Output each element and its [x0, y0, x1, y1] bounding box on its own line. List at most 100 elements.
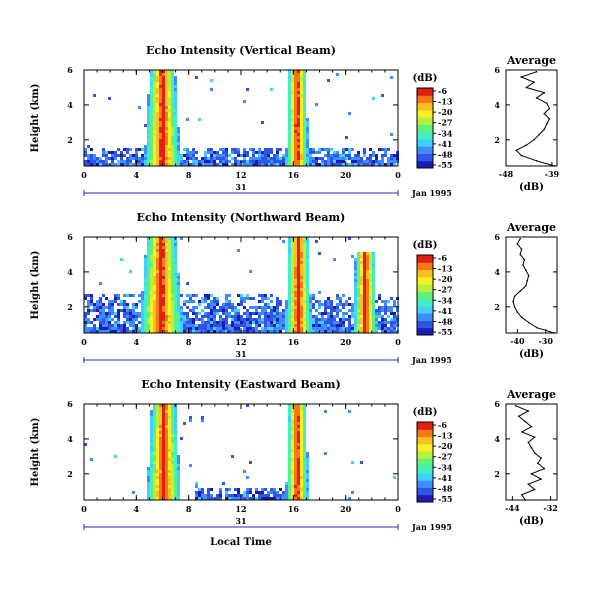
heatmap-cell	[246, 330, 249, 333]
heatmap-cell	[168, 276, 171, 279]
heatmap-cell	[138, 312, 141, 315]
heatmap-cell	[234, 309, 237, 312]
heatmap-cell	[393, 157, 396, 160]
heatmap-cell	[156, 434, 159, 437]
heatmap-cell	[201, 497, 204, 500]
heatmap-cell	[162, 148, 165, 151]
heatmap-cell	[231, 324, 234, 327]
heatmap-cell	[315, 330, 318, 333]
heatmap-cell	[246, 315, 249, 318]
heatmap-cell	[378, 163, 381, 166]
heatmap-cell	[324, 327, 327, 330]
heatmap-cell	[366, 255, 369, 258]
colorbar-segment	[417, 153, 433, 162]
heatmap-cell	[168, 91, 171, 94]
heatmap-cell	[300, 163, 303, 166]
heatmap-cell	[393, 160, 396, 163]
heatmap-cell	[291, 327, 294, 330]
heatmap-cell	[171, 488, 174, 491]
heatmap-cell	[144, 318, 147, 321]
heatmap-cell	[123, 154, 126, 157]
heatmap-cell	[264, 309, 267, 312]
heatmap-cell	[363, 291, 366, 294]
heatmap-cell	[147, 145, 150, 148]
heatmap-cell	[177, 139, 180, 142]
heatmap-cell	[249, 330, 252, 333]
heatmap-cell	[294, 422, 297, 425]
heatmap-cell	[381, 94, 384, 97]
heatmap-cell	[174, 315, 177, 318]
heatmap-cell	[186, 315, 189, 318]
heatmap-cell	[171, 413, 174, 416]
heatmap-cell	[177, 309, 180, 312]
heatmap-cell	[291, 479, 294, 482]
heatmap-cell	[294, 130, 297, 133]
x-tick-label: 0	[81, 504, 87, 514]
heatmap-cell	[285, 491, 288, 494]
heatmap-cell	[267, 303, 270, 306]
heatmap	[84, 70, 399, 166]
heatmap-cell	[363, 294, 366, 297]
average-x-tick-label: -44	[505, 503, 520, 513]
heatmap-cell	[336, 330, 339, 333]
heatmap-cell	[147, 154, 150, 157]
heatmap-cell	[174, 130, 177, 133]
heatmap-cell	[324, 330, 327, 333]
heatmap-cell	[105, 330, 108, 333]
heatmap-cell	[342, 163, 345, 166]
heatmap-cell	[207, 157, 210, 160]
colorbar-segment	[417, 102, 433, 111]
average-profile-point	[546, 102, 548, 104]
heatmap-cell	[297, 410, 300, 413]
heatmap-cell	[165, 473, 168, 476]
heatmap-cell	[150, 154, 153, 157]
heatmap-cell	[351, 306, 354, 309]
heatmap-cell	[174, 470, 177, 473]
heatmap-cell	[156, 449, 159, 452]
colorbar-tick-label: -34	[438, 295, 453, 305]
heatmap-cell	[270, 88, 273, 91]
heatmap-cell	[165, 154, 168, 157]
heatmap-cell	[348, 154, 351, 157]
heatmap-cell	[153, 243, 156, 246]
heatmap-cell	[291, 151, 294, 154]
heatmap-cell	[216, 312, 219, 315]
heatmap-cell	[309, 154, 312, 157]
heatmap-cell	[150, 428, 153, 431]
heatmap-cell	[144, 264, 147, 267]
heatmap-cell	[153, 154, 156, 157]
heatmap-cell	[198, 494, 201, 497]
heatmap-cell	[120, 258, 123, 261]
heatmap-cell	[285, 482, 288, 485]
heatmap-cell	[162, 279, 165, 282]
heatmap-cell	[219, 318, 222, 321]
heatmap-cell	[372, 151, 375, 154]
heatmap-cell	[225, 154, 228, 157]
heatmap-cell	[93, 303, 96, 306]
heatmap-cell	[351, 312, 354, 315]
heatmap-cell	[165, 303, 168, 306]
heatmap-cell	[360, 267, 363, 270]
heatmap-cell	[174, 467, 177, 470]
heatmap-cell	[222, 321, 225, 324]
heatmap-cell	[153, 246, 156, 249]
heatmap-cell	[360, 315, 363, 318]
heatmap-cell	[159, 270, 162, 273]
heatmap-cell	[357, 273, 360, 276]
heatmap-cell	[375, 318, 378, 321]
heatmap-cell	[171, 303, 174, 306]
heatmap-cell	[285, 497, 288, 500]
heatmap-cell	[168, 148, 171, 151]
heatmap-cell	[162, 425, 165, 428]
heatmap-cell	[159, 464, 162, 467]
heatmap-cell	[168, 255, 171, 258]
heatmap-cell	[294, 148, 297, 151]
heatmap-cell	[153, 464, 156, 467]
heatmap-cell	[150, 434, 153, 437]
heatmap-cell	[288, 482, 291, 485]
heatmap-cell	[159, 106, 162, 109]
heatmap-cell	[168, 488, 171, 491]
heatmap-cell	[204, 163, 207, 166]
heatmap-cell	[171, 452, 174, 455]
heatmap-cell	[165, 467, 168, 470]
